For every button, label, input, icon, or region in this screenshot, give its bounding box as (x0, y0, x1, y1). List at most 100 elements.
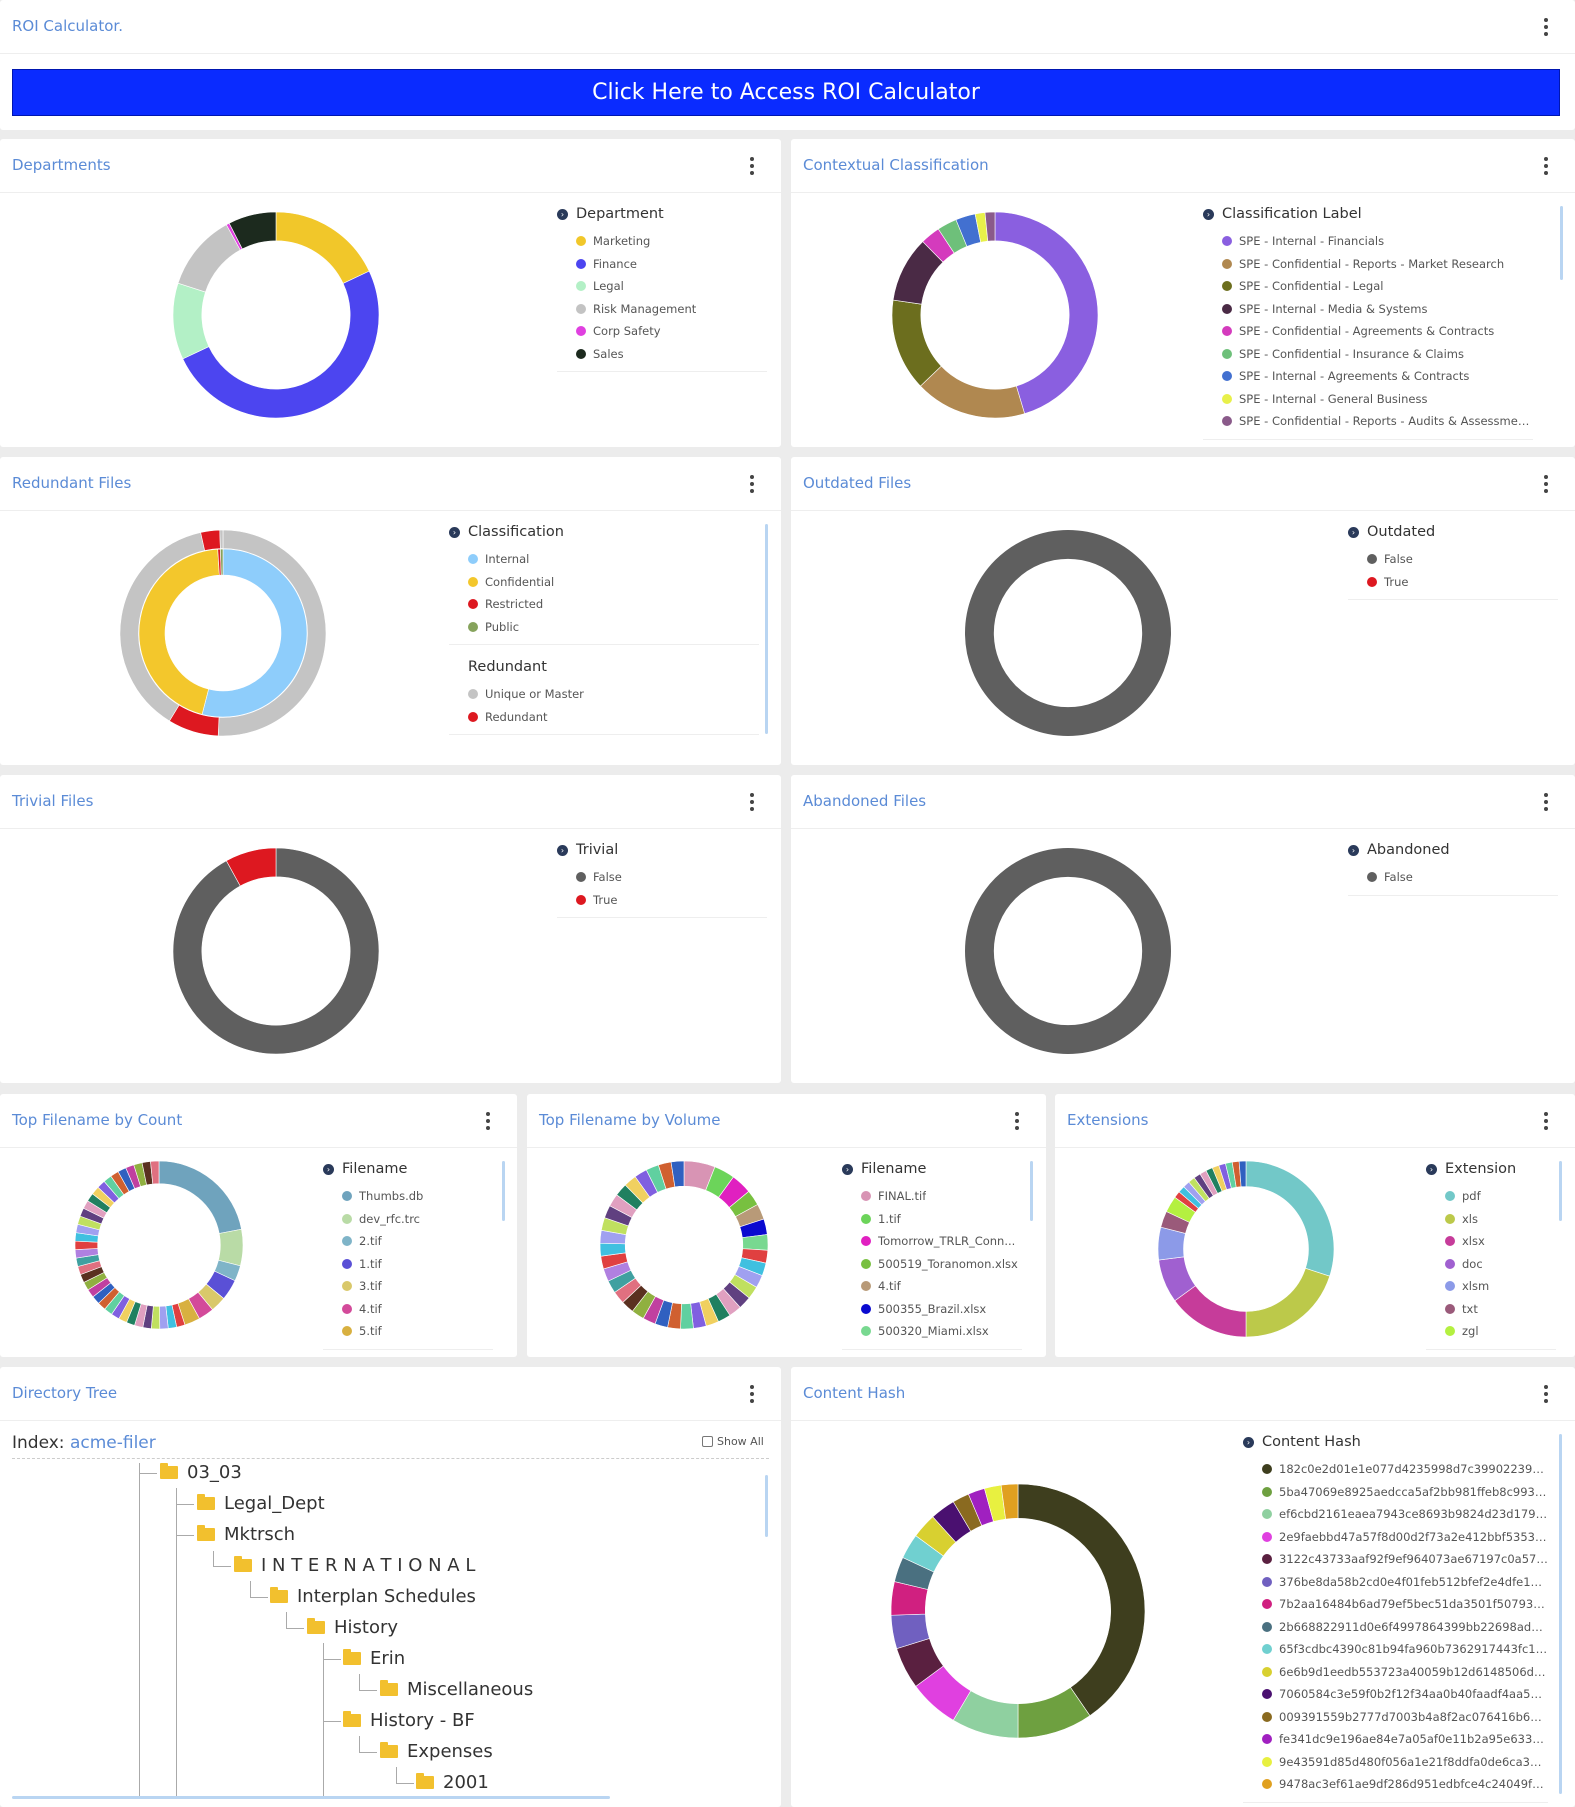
legend-item[interactable]: ef6cbd2161eaea7943ce8693b9824d23d1793... (1243, 1503, 1548, 1526)
donut-slice[interactable] (994, 211, 1099, 415)
legend-item[interactable]: fe341dc9e196ae84e7a05af0e11b2a95e6333... (1243, 1728, 1548, 1751)
legend-item[interactable]: 4.tif (842, 1275, 1022, 1298)
legend-item[interactable]: 500519_Toranomon.xlsx (842, 1253, 1022, 1276)
legend-item[interactable]: False (557, 866, 767, 889)
legend-item[interactable]: 500355_Brazil.xlsx (842, 1298, 1022, 1321)
more-options-icon[interactable] (1543, 1385, 1549, 1403)
legend-item[interactable]: True (557, 889, 767, 912)
donut-slice[interactable] (670, 1160, 685, 1188)
legend-item[interactable]: Internal (449, 548, 759, 571)
more-options-icon[interactable] (1543, 18, 1549, 36)
collapse-toggle-icon[interactable]: › (449, 526, 460, 538)
donut-slice[interactable] (891, 299, 942, 387)
more-options-icon[interactable] (749, 1385, 755, 1403)
tree-node[interactable]: Erin (343, 1648, 405, 1669)
collapse-toggle-icon[interactable]: › (1243, 1436, 1254, 1448)
legend-item[interactable]: Marketing (557, 230, 767, 253)
tree-scrollbar[interactable] (765, 1475, 768, 1537)
more-options-icon[interactable] (1543, 475, 1549, 493)
legend-item[interactable]: Public (449, 616, 759, 639)
legend-item[interactable]: xlsm (1426, 1275, 1556, 1298)
more-options-icon[interactable] (1543, 793, 1549, 811)
legend-item[interactable]: 2e9faebbd47a57f8d00d2f73a2e412bbf5353a..… (1243, 1526, 1548, 1549)
legend-item[interactable]: dev_rfc.trc (323, 1208, 493, 1231)
legend-item[interactable]: Confidential (449, 571, 759, 594)
legend-scrollbar[interactable] (1030, 1161, 1033, 1221)
legend-item[interactable]: SPE - Internal - Agreements & Contracts (1203, 365, 1533, 388)
tree-node[interactable]: Miscellaneous (380, 1679, 533, 1700)
donut-slice[interactable] (919, 365, 1025, 419)
legend-item[interactable]: Restricted (449, 593, 759, 616)
legend-item[interactable]: Sales (557, 343, 767, 366)
legend-item[interactable]: 7060584c3e59f0b2f12f34aa0b40faadf4aa579.… (1243, 1683, 1548, 1706)
legend-title[interactable]: › Content Hash (1243, 1434, 1548, 1450)
legend-title[interactable]: ›Redundant (449, 659, 759, 675)
donut-slice[interactable] (201, 548, 308, 718)
legend-item[interactable]: False (1348, 548, 1558, 571)
tree-node[interactable]: 03_03 (160, 1462, 242, 1483)
legend-item[interactable]: SPE - Internal - General Business (1203, 388, 1533, 411)
donut-slice[interactable] (172, 282, 210, 360)
legend-item[interactable]: pdf (1426, 1185, 1556, 1208)
legend-scrollbar[interactable] (1559, 1434, 1562, 1794)
donut-slice[interactable] (964, 847, 1172, 1055)
donut-slice[interactable] (225, 847, 277, 887)
donut-slice[interactable] (219, 529, 224, 549)
legend-item[interactable]: Legal (557, 275, 767, 298)
legend-title[interactable]: › Extension (1426, 1161, 1556, 1177)
legend-title[interactable]: › Abandoned (1348, 842, 1558, 858)
legend-item[interactable]: 376be8da58b2cd0e4f01feb512bfef2e4dfe11..… (1243, 1571, 1548, 1594)
legend-item[interactable]: 9e43591d85d480f056a1e21f8ddfa0de6ca3a3..… (1243, 1751, 1548, 1774)
index-link[interactable]: acme-filer (69, 1433, 156, 1453)
donut-slice[interactable] (742, 1234, 769, 1251)
donut-slice[interactable] (1238, 1160, 1247, 1188)
legend-item[interactable]: Thumbs.db (323, 1185, 493, 1208)
donut-slice[interactable] (1174, 1285, 1247, 1338)
legend-item[interactable]: 4.tif (323, 1298, 493, 1321)
tree-node[interactable]: Legal_Dept (197, 1493, 325, 1514)
donut-slice[interactable] (158, 1160, 242, 1234)
legend-scrollbar[interactable] (502, 1161, 505, 1221)
legend-title[interactable]: › Filename (323, 1161, 493, 1177)
legend-title[interactable]: › Classification (449, 524, 759, 540)
legend-title[interactable]: › Filename (842, 1161, 1022, 1177)
legend-item[interactable]: zgl (1426, 1320, 1556, 1343)
legend-item[interactable]: 5.tif (323, 1320, 493, 1343)
legend-item[interactable]: 009391559b2777d7003b4a8f2ac076416b66e... (1243, 1706, 1548, 1729)
legend-item[interactable]: txt (1426, 1298, 1556, 1321)
legend-item[interactable]: Redundant (449, 706, 759, 729)
legend-item[interactable]: SPE - Confidential - Reports - Audits & … (1203, 410, 1533, 433)
legend-item[interactable]: 7b2aa16484b6ad79ef5bec51da3501f507936... (1243, 1593, 1548, 1616)
show-all-checkbox[interactable]: Show All (702, 1435, 764, 1448)
legend-scrollbar[interactable] (765, 524, 768, 734)
legend-title[interactable]: › Department (557, 206, 767, 222)
more-options-icon[interactable] (749, 475, 755, 493)
donut-slice[interactable] (984, 211, 996, 242)
legend-item[interactable]: Finance (557, 253, 767, 276)
donut-slice[interactable] (74, 1240, 99, 1250)
legend-item[interactable]: xls (1426, 1208, 1556, 1231)
legend-item[interactable]: 6e6b9d1eedb553723a40059b12d6148506db... (1243, 1661, 1548, 1684)
tree-horizontal-scrollbar[interactable] (12, 1796, 610, 1799)
legend-item[interactable]: doc (1426, 1253, 1556, 1276)
legend-item[interactable]: 3122c43733aaf92f9ef964073ae67197c0a570..… (1243, 1548, 1548, 1571)
donut-slice[interactable] (1000, 1483, 1019, 1520)
legend-item[interactable]: 5ba47069e8925aedcca5af2bb981ffeb8c9939..… (1243, 1481, 1548, 1504)
donut-slice[interactable] (172, 847, 380, 1055)
legend-item[interactable]: SPE - Confidential - Insurance & Claims (1203, 343, 1533, 366)
tree-node[interactable]: Interplan Schedules (270, 1586, 476, 1607)
more-options-icon[interactable] (1543, 1112, 1549, 1130)
more-options-icon[interactable] (1014, 1112, 1020, 1130)
tree-node[interactable]: Expenses (380, 1741, 493, 1762)
tree-node[interactable]: History (307, 1617, 398, 1638)
legend-scrollbar[interactable] (1559, 1161, 1562, 1221)
legend-item[interactable]: Unique or Master (449, 683, 759, 706)
collapse-toggle-icon[interactable]: › (1426, 1163, 1437, 1175)
legend-item[interactable]: 3.tif (323, 1275, 493, 1298)
checkbox-icon[interactable] (702, 1436, 713, 1447)
legend-item[interactable]: 1.tif (842, 1208, 1022, 1231)
legend-item[interactable]: SPE - Confidential - Agreements & Contra… (1203, 320, 1533, 343)
collapse-toggle-icon[interactable]: › (1203, 208, 1214, 220)
legend-item[interactable]: False (1348, 866, 1558, 889)
collapse-toggle-icon[interactable]: › (557, 844, 568, 856)
